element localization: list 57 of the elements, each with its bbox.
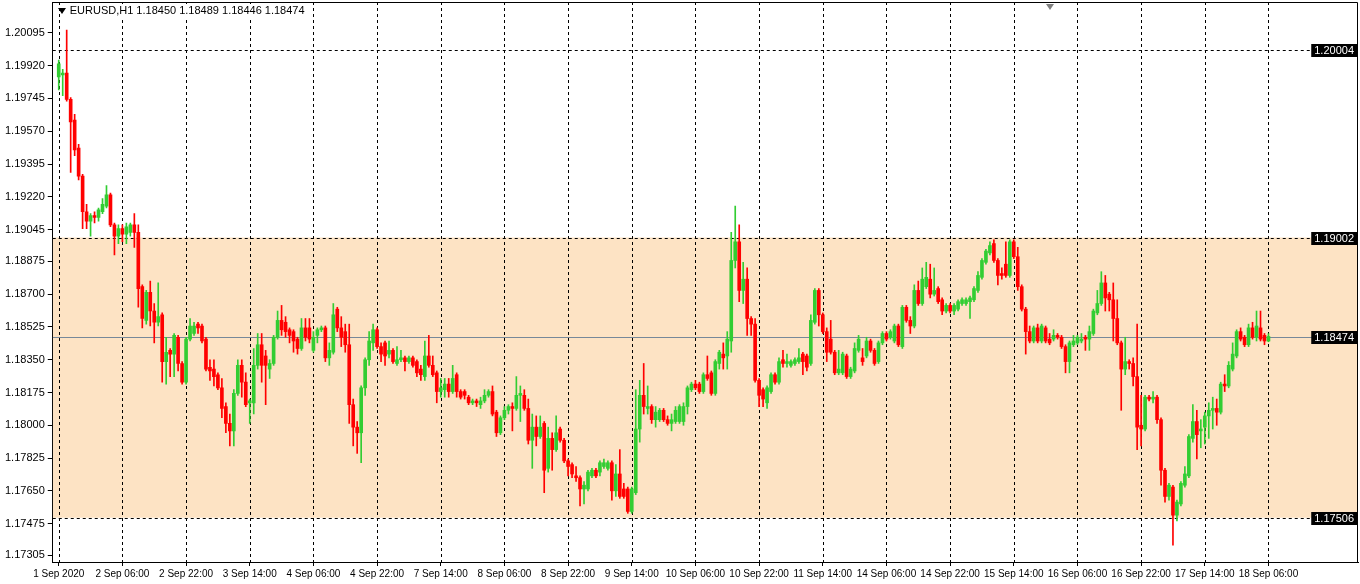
x-tick-label: 17 Sep 14:00 — [1175, 567, 1235, 579]
x-tick-label: 10 Sep 06:00 — [665, 567, 726, 579]
candlestick — [645, 385, 650, 415]
y-tick-label: 1.18175 — [5, 385, 45, 398]
y-tick-label: 1.19570 — [5, 124, 45, 137]
x-tick-label: 15 Sep 14:00 — [984, 567, 1044, 579]
candlestick — [932, 267, 937, 297]
y-tick-label: 1.19220 — [5, 189, 45, 202]
y-tick-label: 1.17305 — [5, 548, 45, 561]
y-tick-label: 1.19045 — [5, 222, 45, 235]
x-tick-label: 7 Sep 14:00 — [413, 567, 469, 579]
chart-title: EURUSD,H1 1.18450 1.18489 1.18446 1.18474 — [67, 4, 307, 17]
x-tick-label: 2 Sep 06:00 — [95, 567, 150, 579]
y-tick-label: 1.18875 — [5, 254, 45, 267]
y-tick-label: 1.18700 — [5, 287, 45, 300]
y-tick-label: 1.20095 — [5, 25, 45, 38]
y-tick-label: 1.18350 — [5, 352, 45, 365]
x-tick-label: 2 Sep 22:00 — [159, 567, 214, 579]
candlestick — [1214, 398, 1219, 426]
y-tick-label: 1.19920 — [5, 58, 45, 71]
x-tick-label: 4 Sep 06:00 — [286, 567, 341, 579]
candlestick — [156, 282, 161, 327]
y-tick-label: 1.18525 — [5, 319, 45, 332]
candlestick — [721, 342, 726, 370]
y-tick-label: 1.19395 — [5, 157, 45, 170]
x-tick-label: 9 Sep 14:00 — [604, 567, 660, 579]
ref-line-label: 1.17506 — [1314, 511, 1354, 524]
x-tick-label: 18 Sep 06:00 — [1238, 567, 1299, 579]
x-tick-label: 16 Sep 22:00 — [1111, 567, 1172, 579]
candlestick — [785, 353, 789, 368]
x-tick-label: 4 Sep 22:00 — [350, 567, 405, 579]
ref-line-label: 1.19002 — [1314, 231, 1354, 244]
x-tick-label: 3 Sep 14:00 — [222, 567, 278, 579]
candlestick — [387, 340, 391, 359]
y-tick-label: 1.19745 — [5, 91, 45, 104]
candlestick — [641, 363, 646, 415]
candlestick — [781, 350, 785, 368]
x-tick-label: 11 Sep 14:00 — [793, 567, 853, 579]
candlestick — [836, 350, 841, 376]
candlestick — [438, 378, 443, 398]
y-tick-label: 1.17475 — [5, 516, 45, 529]
x-tick-label: 8 Sep 22:00 — [541, 567, 596, 579]
x-tick-label: 8 Sep 06:00 — [477, 567, 532, 579]
y-tick-label: 1.18000 — [5, 418, 45, 431]
x-tick-label: 16 Sep 06:00 — [1047, 567, 1108, 579]
ref-line-label: 1.20004 — [1314, 43, 1354, 56]
x-tick-label: 14 Sep 22:00 — [920, 567, 981, 579]
ref-line-label: 1.18474 — [1314, 330, 1354, 343]
candlestick — [168, 348, 172, 377]
y-tick-label: 1.17650 — [5, 483, 45, 496]
candlestick — [395, 346, 399, 366]
x-tick-label: 10 Sep 22:00 — [729, 567, 790, 579]
candlestick — [797, 348, 801, 364]
candlestick — [530, 413, 535, 469]
x-tick-label: 1 Sep 2020 — [33, 567, 85, 579]
x-tick-label: 14 Sep 06:00 — [856, 567, 917, 579]
y-tick-label: 1.17825 — [5, 451, 45, 464]
